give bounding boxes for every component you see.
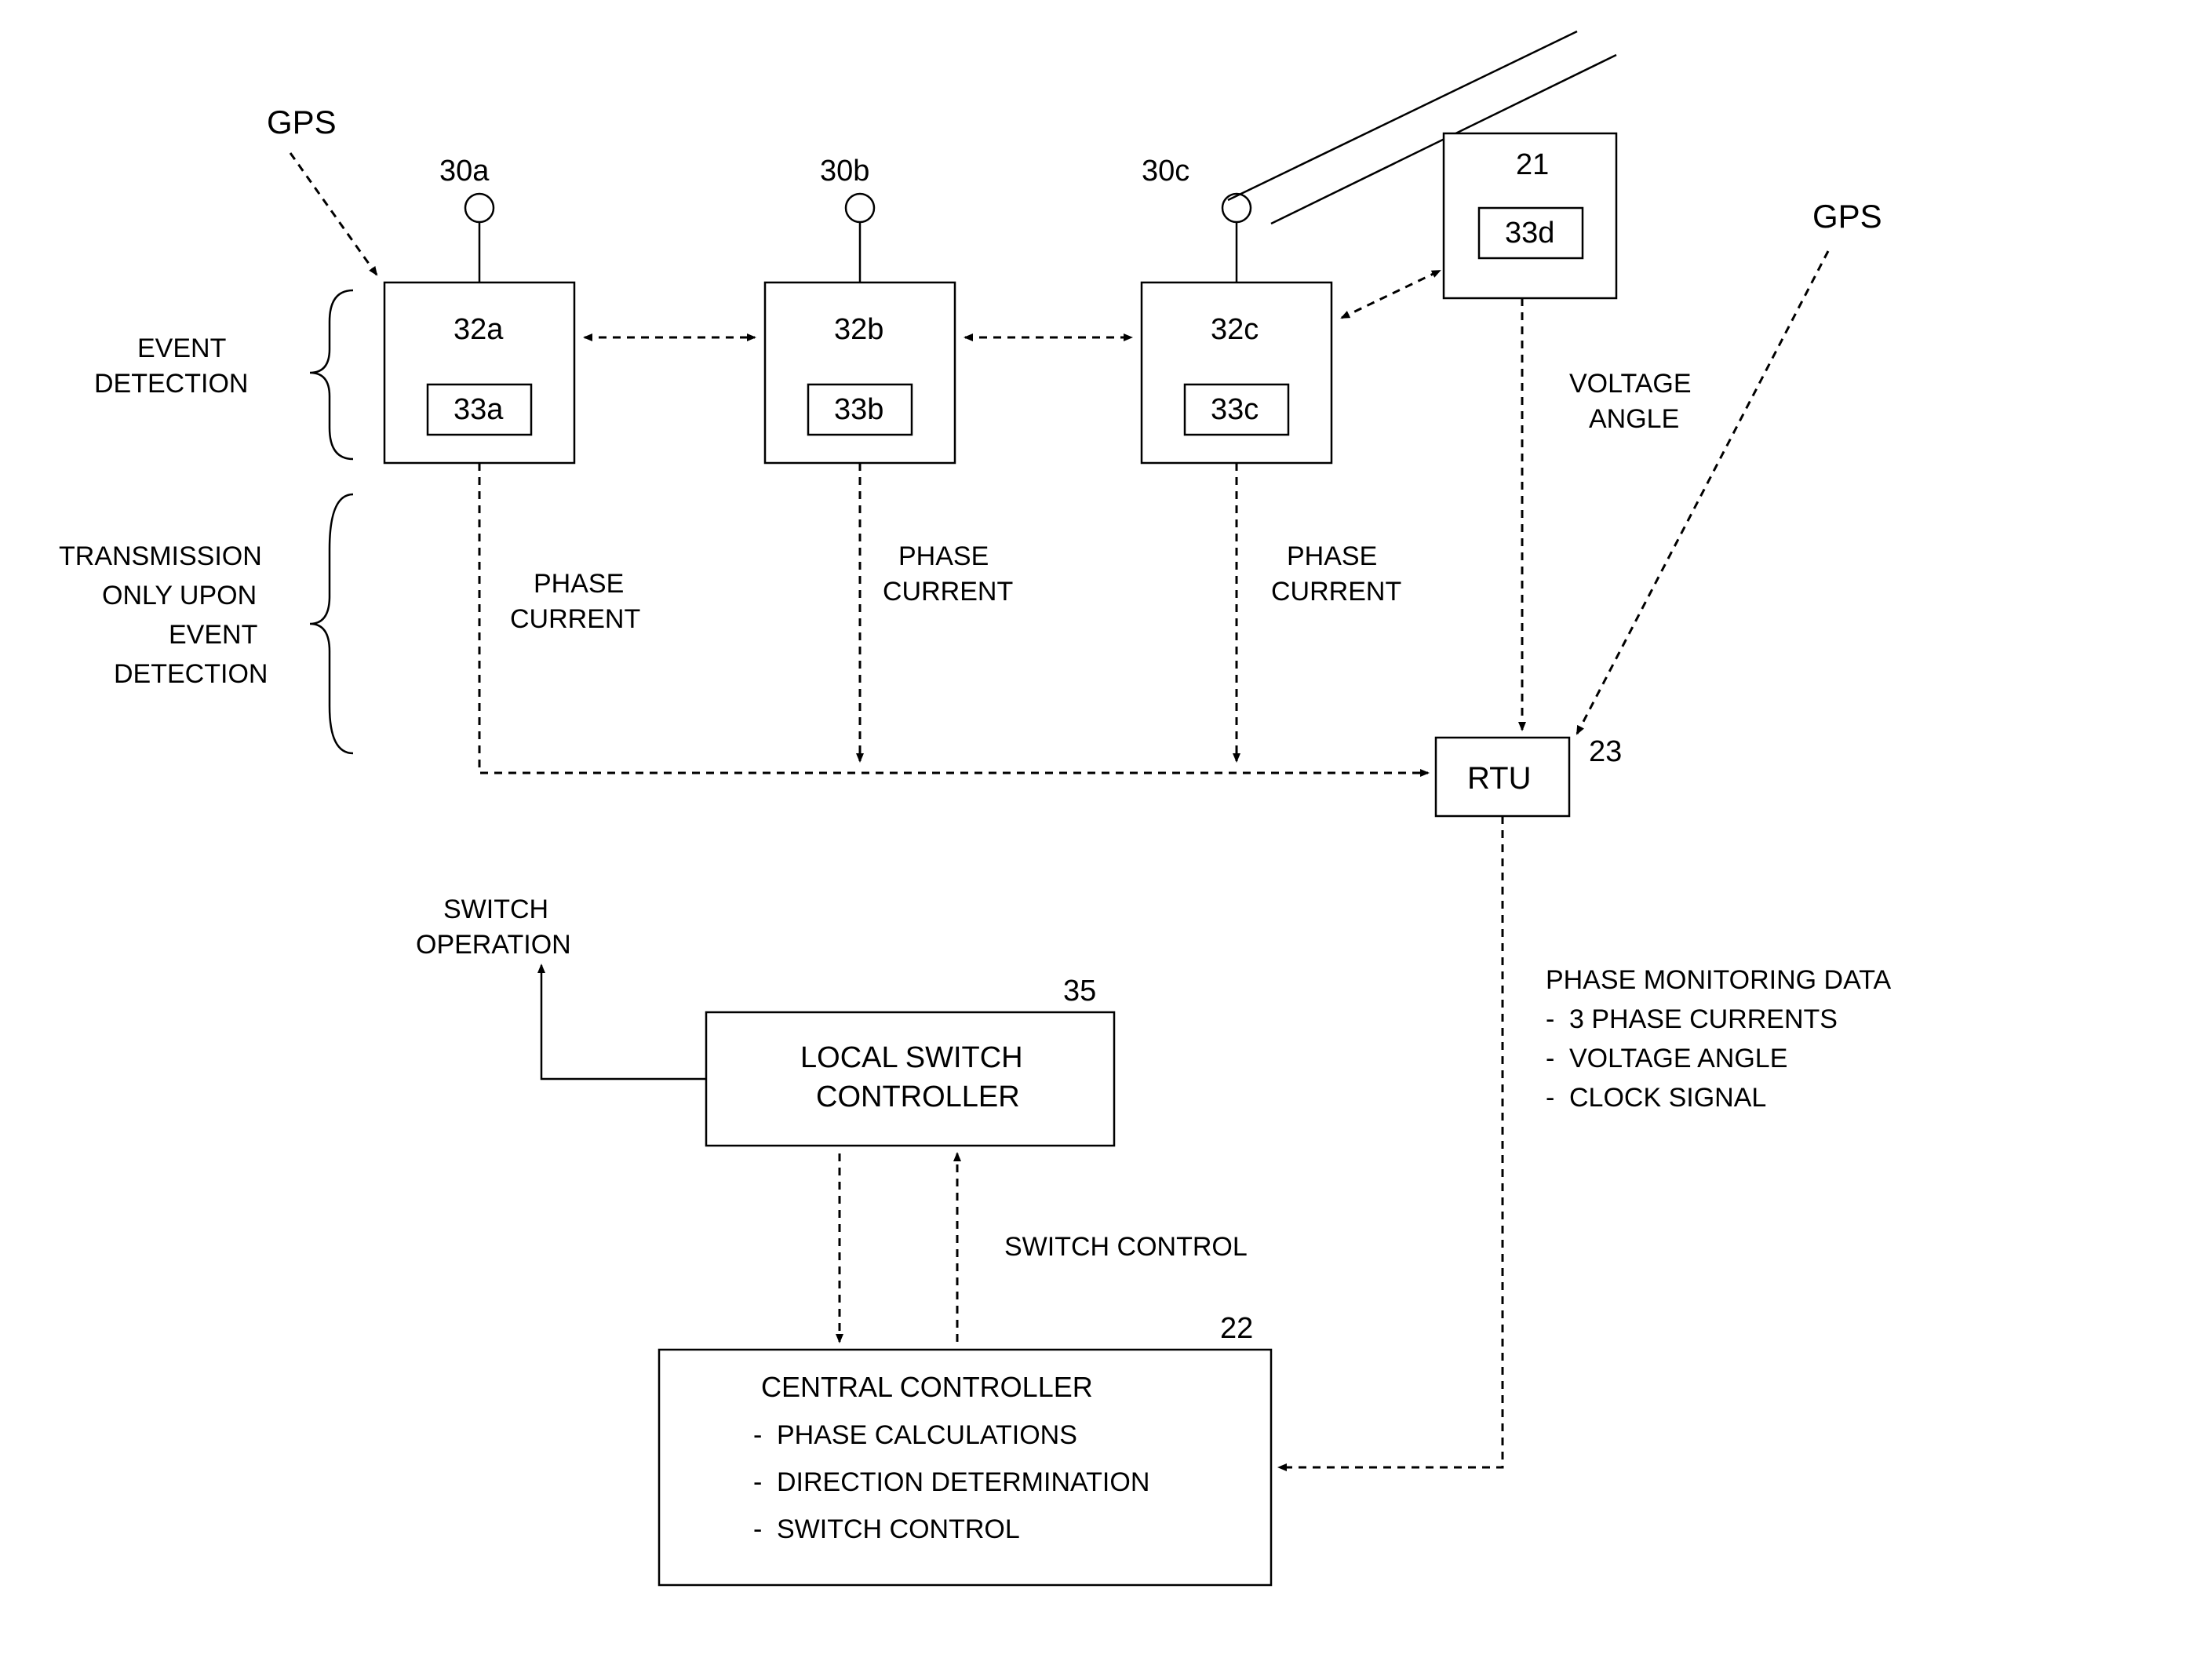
trans-l1: TRANSMISSION (59, 541, 262, 571)
pmd-dash3: - (1546, 1083, 1554, 1113)
ref-33c: 33c (1211, 393, 1259, 426)
pmd-h: PHASE MONITORING DATA (1546, 965, 1891, 995)
ref-32a: 32a (454, 313, 504, 346)
cc-3: SWITCH CONTROL (777, 1514, 1020, 1544)
circle-30b (846, 194, 874, 222)
rtu-label: RTU (1467, 761, 1531, 796)
ref-33b: 33b (834, 393, 883, 426)
pc-b-l2: CURRENT (883, 577, 1013, 607)
box-32c (1142, 282, 1331, 463)
event-det-l2: DETECTION (94, 369, 248, 399)
cc-2: DIRECTION DETERMINATION (777, 1467, 1149, 1497)
gps-left-arrow (290, 153, 377, 275)
box-lsc (706, 1012, 1114, 1146)
brace-event (310, 290, 353, 459)
trans-l4: DETECTION (114, 659, 268, 689)
pc-c-l1: PHASE (1287, 541, 1377, 571)
ref-23: 23 (1589, 735, 1622, 768)
ref-33a: 33a (454, 393, 504, 426)
cc-dash3: - (753, 1514, 762, 1544)
circle-30c (1222, 194, 1251, 222)
ref-30a: 30a (439, 155, 490, 188)
switch-op-l2: OPERATION (416, 930, 571, 960)
switch-control-label: SWITCH CONTROL (1004, 1232, 1248, 1262)
cc-h: CENTRAL CONTROLLER (761, 1371, 1093, 1403)
gps-left-label: GPS (267, 104, 337, 140)
ref-32c: 32c (1211, 313, 1259, 346)
pmd-dash1: - (1546, 1004, 1554, 1034)
trans-l2: ONLY UPON (102, 581, 257, 610)
ref-32b: 32b (834, 313, 883, 346)
ref-30c: 30c (1142, 155, 1189, 188)
gps-right-label: GPS (1812, 198, 1882, 235)
lsc-l2: CONTROLLER (816, 1081, 1020, 1113)
cc-1: PHASE CALCULATIONS (777, 1420, 1077, 1450)
arrow-rtu-cc (1279, 816, 1503, 1467)
switch-op-l1: SWITCH (443, 895, 548, 924)
box-32b (765, 282, 955, 463)
pc-a-l2: CURRENT (510, 604, 640, 634)
link-32c-21 (1342, 271, 1440, 318)
lsc-l1: LOCAL SWITCH (800, 1041, 1023, 1074)
pmd-2: VOLTAGE ANGLE (1569, 1044, 1787, 1073)
ref-33d: 33d (1505, 217, 1554, 250)
pc-a-l1: PHASE (534, 569, 624, 599)
brace-trans (310, 494, 353, 753)
ref-22: 22 (1220, 1312, 1253, 1345)
pmd-1: 3 PHASE CURRENTS (1569, 1004, 1838, 1034)
ref-21: 21 (1516, 148, 1549, 181)
pmd-dash2: - (1546, 1044, 1554, 1073)
pmd-3: CLOCK SIGNAL (1569, 1083, 1766, 1113)
cc-dash2: - (753, 1467, 762, 1497)
box-32a (384, 282, 574, 463)
va-l1: VOLTAGE (1569, 369, 1692, 399)
trans-l3: EVENT (169, 620, 257, 650)
va-l2: ANGLE (1589, 404, 1679, 434)
diagram-canvas: GPS GPS 30a 32a 33a 30b 32b 33b 30c 32c … (0, 0, 2193, 1680)
pc-c-l2: CURRENT (1271, 577, 1401, 607)
event-det-l1: EVENT (137, 333, 226, 363)
pc-b-l1: PHASE (898, 541, 989, 571)
gps-right-arrow (1577, 251, 1828, 734)
arrow-switch-op (541, 965, 706, 1079)
circle-30a (465, 194, 494, 222)
ref-30b: 30b (820, 155, 869, 188)
cc-dash1: - (753, 1420, 762, 1450)
ref-35: 35 (1063, 975, 1096, 1008)
